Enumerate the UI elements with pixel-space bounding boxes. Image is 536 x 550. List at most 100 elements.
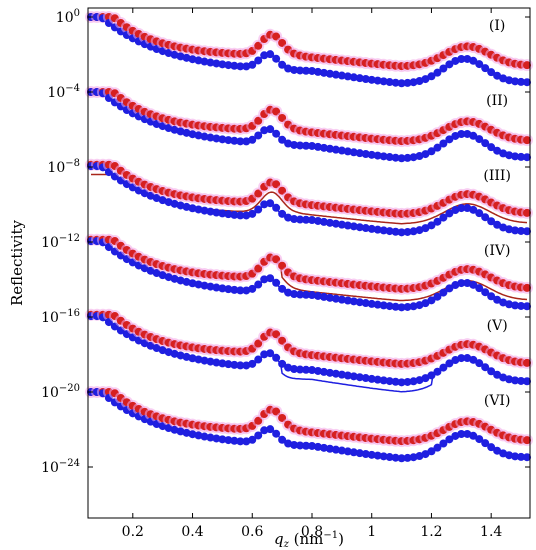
x-tick-label: 1.2 — [420, 524, 442, 540]
blue-data-point — [337, 446, 346, 455]
blue-data-point — [272, 278, 281, 287]
blue-data-point — [517, 301, 526, 310]
blue-data-point — [439, 139, 448, 148]
red-data-point — [254, 116, 263, 125]
blue-data-point — [218, 284, 227, 293]
red-data-point — [254, 189, 263, 198]
blue-data-point — [337, 146, 346, 155]
red-data-point — [523, 61, 532, 70]
blue-data-point — [487, 143, 496, 152]
panel-label: (IV) — [484, 243, 511, 259]
blue-data-point — [397, 79, 406, 88]
blue-data-point — [236, 361, 245, 370]
blue-data-point — [403, 453, 412, 462]
blue-data-point — [523, 377, 532, 386]
blue-data-point — [439, 64, 448, 73]
blue-data-point — [331, 219, 340, 228]
blue-data-point — [403, 153, 412, 162]
blue-data-point — [218, 60, 227, 69]
blue-data-point — [325, 444, 334, 453]
blue-data-point — [457, 204, 466, 213]
blue-data-point — [517, 152, 526, 161]
blue-data-point — [475, 284, 484, 293]
blue-data-point — [302, 290, 311, 299]
blue-data-point — [469, 280, 478, 289]
blue-data-point — [433, 68, 442, 77]
blue-data-point — [505, 451, 514, 460]
plot-frame — [87, 7, 531, 519]
blue-data-point — [439, 213, 448, 222]
blue-data-point — [481, 64, 490, 73]
blue-data-point — [427, 447, 436, 456]
blue-data-point — [457, 55, 466, 64]
blue-data-point — [427, 147, 436, 156]
blue-data-point — [505, 375, 514, 384]
blue-data-point — [206, 133, 215, 142]
blue-data-point — [307, 366, 316, 375]
blue-data-point — [272, 54, 281, 63]
blue-data-point — [373, 375, 382, 384]
blue-data-point — [307, 291, 316, 300]
blue-data-point — [290, 65, 299, 74]
blue-data-point — [439, 288, 448, 297]
chart-labels: 0.2 0.4 0.6 0.8 1 1.2 1.4 100 10−4 10−8 10−12 10−16… — [8, 8, 511, 550]
plot-border — [87, 7, 531, 519]
blue-data-point — [373, 300, 382, 309]
blue-data-point — [523, 78, 532, 87]
blue-data-point — [421, 450, 430, 459]
blue-data-point — [206, 357, 215, 366]
blue-data-point — [409, 153, 418, 162]
blue-data-point — [302, 441, 311, 450]
blue-data-point — [212, 134, 221, 143]
blue-data-point — [319, 143, 328, 152]
blue-data-point — [433, 292, 442, 301]
blue-data-point — [230, 285, 239, 294]
blue-data-point — [493, 71, 502, 80]
blue-data-point — [421, 224, 430, 233]
blue-data-point — [200, 206, 209, 215]
blue-data-point — [337, 370, 346, 379]
blue-data-point — [302, 141, 311, 150]
blue-data-point — [254, 355, 263, 364]
blue-data-point — [296, 441, 305, 450]
blue-data-point — [296, 141, 305, 150]
blue-data-point — [319, 217, 328, 226]
blue-data-point — [427, 221, 436, 230]
blue-data-point — [313, 142, 322, 151]
blue-data-point — [272, 203, 281, 212]
blue-data-point — [296, 290, 305, 299]
blue-data-point — [254, 280, 263, 289]
blue-data-point — [266, 349, 275, 358]
blue-data-point — [523, 227, 532, 236]
blue-data-point — [290, 290, 299, 299]
blue-data-point — [182, 202, 191, 211]
blue-data-point — [307, 441, 316, 450]
blue-data-point — [212, 434, 221, 443]
blue-data-point — [182, 352, 191, 361]
blue-data-point — [373, 225, 382, 234]
blue-data-point — [182, 428, 191, 437]
blue-data-point — [421, 299, 430, 308]
blue-data-point — [194, 205, 203, 214]
blue-data-point — [331, 145, 340, 154]
blue-data-point — [445, 209, 454, 218]
blue-data-point — [403, 377, 412, 386]
x-tick-label: 0.2 — [122, 524, 144, 540]
blue-data-point — [433, 143, 442, 152]
blue-data-point — [355, 298, 364, 307]
panel-label: (III) — [483, 168, 511, 184]
blue-data-point — [331, 70, 340, 79]
blue-data-point — [218, 435, 227, 444]
blue-data-point — [445, 60, 454, 69]
blue-data-point — [266, 274, 275, 283]
blue-data-point — [439, 439, 448, 448]
blue-data-point — [505, 225, 514, 234]
blue-data-point — [475, 209, 484, 218]
blue-data-point — [325, 144, 334, 153]
blue-data-point — [367, 450, 376, 459]
blue-data-point — [254, 431, 263, 440]
blue-data-point — [260, 350, 269, 359]
blue-data-point — [349, 222, 358, 231]
blue-data-point — [319, 367, 328, 376]
